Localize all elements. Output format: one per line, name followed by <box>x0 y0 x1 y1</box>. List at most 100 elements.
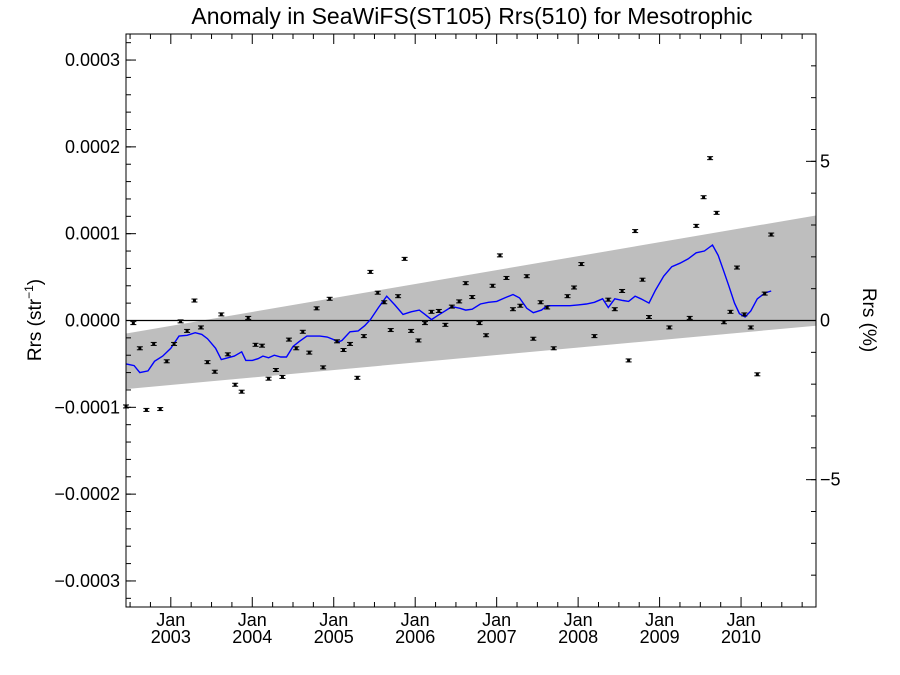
point-marker <box>254 343 258 347</box>
point-marker <box>470 295 474 299</box>
y-tick-label-left: −0.0003 <box>54 571 120 591</box>
point-marker <box>429 310 433 314</box>
y-tick-label-right: 0 <box>820 311 830 331</box>
anomaly-point <box>157 407 164 412</box>
point-marker <box>219 312 223 316</box>
anomaly-point <box>265 376 272 381</box>
anomaly-point <box>354 375 361 380</box>
y-tick-label-right: 5 <box>820 151 830 171</box>
point-marker <box>389 328 393 332</box>
anomaly-point <box>496 253 503 258</box>
point-marker <box>633 229 637 233</box>
point-marker <box>199 325 203 329</box>
point-marker <box>702 195 706 199</box>
point-marker <box>443 323 447 327</box>
anomaly-point <box>476 321 483 326</box>
chart-title: Anomaly in SeaWiFS(ST105) Rrs(510) for M… <box>191 3 752 29</box>
y-tick-label-left: 0.0002 <box>65 137 120 157</box>
anomaly-point <box>768 232 775 237</box>
point-marker <box>620 289 624 293</box>
anomaly-point <box>578 262 585 267</box>
anomaly-point <box>245 315 252 320</box>
anomaly-point <box>530 336 537 341</box>
anomaly-point <box>442 322 449 327</box>
y-tick-label-right: −5 <box>820 470 841 490</box>
anomaly-point <box>415 338 422 343</box>
point-marker <box>545 305 549 309</box>
point-marker <box>518 304 522 308</box>
anomaly-point <box>367 269 374 274</box>
anomaly-point <box>544 305 551 310</box>
anomaly-point <box>232 382 239 387</box>
point-marker <box>742 312 746 316</box>
anomaly-point <box>761 291 768 296</box>
y-axis-label-close: ) <box>25 279 46 285</box>
anomaly-point <box>130 321 137 326</box>
point-marker <box>233 383 237 387</box>
point-marker <box>287 338 291 342</box>
point-marker <box>342 348 346 352</box>
anomaly-point <box>550 346 557 351</box>
y-axis-label-right: Rrs (%) <box>858 288 879 352</box>
point-marker <box>640 278 644 282</box>
point-marker <box>165 359 169 363</box>
point-marker <box>179 319 183 323</box>
anomaly-point <box>285 337 292 342</box>
point-marker <box>763 292 767 296</box>
point-marker <box>735 266 739 270</box>
point-marker <box>267 377 271 381</box>
point-marker <box>226 352 230 356</box>
anomaly-point <box>360 334 367 339</box>
anomaly-point <box>224 352 231 357</box>
anomaly-point <box>177 319 184 324</box>
anomaly-point <box>408 328 415 333</box>
x-tick-label-month: Jan <box>727 610 756 630</box>
anomaly-point <box>184 328 191 333</box>
anomaly-point <box>686 315 693 320</box>
point-marker <box>328 297 332 301</box>
right-y-axis: 5 0 −5 <box>806 33 841 608</box>
anomaly-point <box>136 346 143 351</box>
anomaly-point <box>632 229 639 234</box>
point-marker <box>437 309 441 313</box>
point-marker <box>539 300 543 304</box>
point-marker <box>294 346 298 350</box>
anomaly-point <box>462 281 469 286</box>
x-tick-label-year: 2009 <box>640 627 680 647</box>
point-marker <box>260 344 264 348</box>
point-marker <box>722 320 726 324</box>
point-marker <box>749 325 753 329</box>
point-marker <box>144 408 148 412</box>
anomaly-point <box>469 295 476 300</box>
anomaly-point <box>401 256 408 261</box>
point-marker <box>647 315 651 319</box>
x-tick-label-month: Jan <box>319 610 348 630</box>
point-marker <box>152 342 156 346</box>
anomaly-point <box>591 334 598 339</box>
point-marker <box>396 294 400 298</box>
anomaly-point <box>727 309 734 314</box>
anomaly-point <box>421 321 428 326</box>
anomaly-point <box>299 329 306 334</box>
x-tick-label-year: 2007 <box>477 627 517 647</box>
point-marker <box>708 156 712 160</box>
point-marker <box>307 351 311 355</box>
anomaly-point <box>456 299 463 304</box>
point-marker <box>192 299 196 303</box>
point-marker <box>138 346 142 350</box>
point-marker <box>355 376 359 380</box>
anomaly-point <box>313 306 320 311</box>
point-marker <box>205 360 209 364</box>
point-marker <box>362 334 366 338</box>
anomaly-point <box>707 156 714 161</box>
x-tick-label-month: Jan <box>564 610 593 630</box>
anomaly-point <box>448 304 455 309</box>
anomaly-point <box>259 343 266 348</box>
anomaly-point <box>428 309 435 314</box>
point-marker <box>484 333 488 337</box>
point-marker <box>240 390 244 394</box>
x-tick-label-year: 2003 <box>151 627 191 647</box>
uncertainty-band <box>126 215 816 390</box>
anomaly-point <box>395 294 402 299</box>
